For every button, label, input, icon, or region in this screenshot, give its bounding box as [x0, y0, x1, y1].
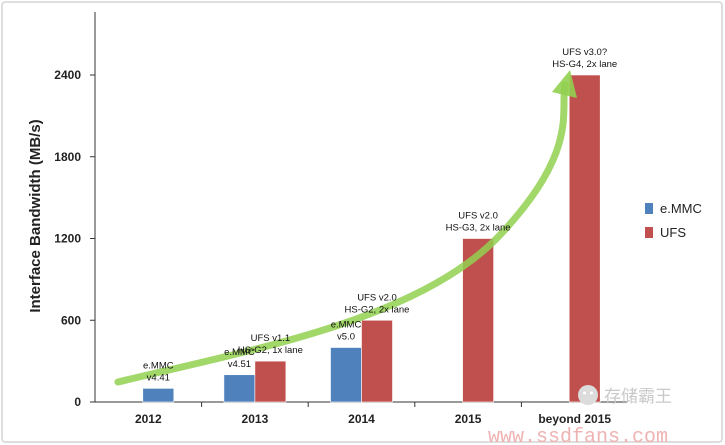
- e-mmc-bar: [142, 388, 175, 403]
- y-tick-label: 2400: [54, 68, 81, 82]
- y-tick-label: 1800: [54, 150, 81, 164]
- legend-swatch: [645, 203, 653, 214]
- wechat-icon: [578, 385, 598, 405]
- e-mmc-bar: [223, 374, 256, 403]
- ufs-bar: [568, 74, 601, 403]
- plot-area: 0 600 1200 1800 2400 Interface Bandwidth (MB/…: [27, 12, 628, 426]
- legend: e.MMC UFS: [645, 201, 702, 240]
- data-label: e.MMC: [331, 320, 362, 331]
- e-mmc-bar: [330, 347, 362, 403]
- x-tick-label: 2012: [135, 412, 162, 426]
- data-label: HS-G4, 2x lane: [552, 59, 617, 70]
- trend-arrow: [114, 81, 569, 386]
- data-label: UFS v1.1: [251, 333, 291, 344]
- legend-label: UFS: [660, 225, 686, 240]
- x-tick-label: 2014: [348, 412, 375, 426]
- data-label: v4.41: [147, 372, 170, 383]
- data-label: UFS v2.0: [458, 211, 498, 222]
- y-tick-label: 600: [61, 313, 81, 327]
- ufs-bar: [361, 319, 393, 403]
- watermark-site: www.ssdfans.com: [488, 426, 668, 445]
- y-tick-label: 1200: [54, 232, 81, 246]
- data-label: HS-G3, 2x lane: [446, 223, 511, 234]
- x-tick-label: 2015: [455, 412, 482, 426]
- y-axis-title: Interface Bandwidth (MB/s): [27, 119, 44, 312]
- data-label: UFS v2.0: [357, 292, 397, 303]
- data-label: UFS v3.0?: [562, 47, 607, 58]
- legend-swatch: [645, 227, 653, 238]
- data-label: e.MMC: [224, 347, 255, 358]
- y-tick-label: 0: [74, 395, 81, 409]
- x-tick-label: 2013: [242, 412, 269, 426]
- data-label: HS-G2, 2x lane: [345, 304, 410, 315]
- trend-arrow-head: [552, 70, 577, 98]
- data-label: e.MMC: [143, 360, 174, 371]
- legend-label: e.MMC: [660, 201, 702, 216]
- watermark-name: 存储霸王: [604, 387, 672, 407]
- data-label: HS-G2, 1x lane: [238, 345, 303, 356]
- ufs-bar: [254, 360, 287, 403]
- data-label: v4.51: [228, 359, 251, 370]
- x-tick-label: beyond 2015: [538, 412, 611, 426]
- watermark: 存储霸王 www.ssdfans.com: [488, 385, 672, 445]
- data-label: v5.0: [337, 332, 355, 343]
